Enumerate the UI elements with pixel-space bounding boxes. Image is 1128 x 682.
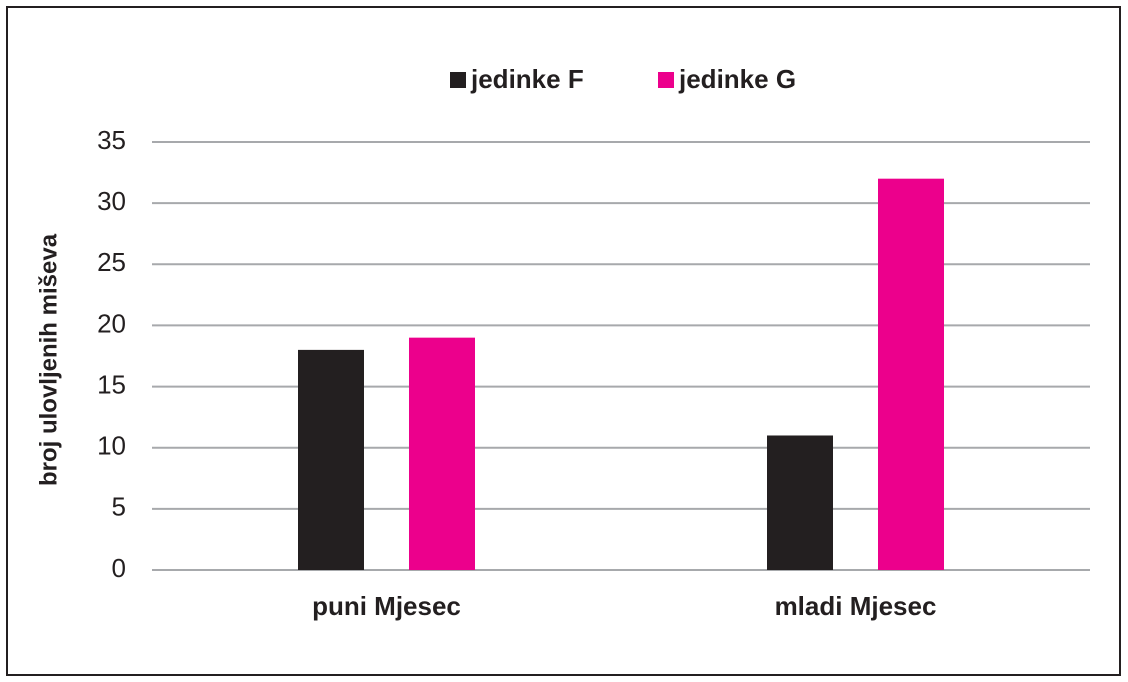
y-tick-label: 35 <box>97 125 126 155</box>
bar <box>878 178 944 570</box>
y-axis-label: broj ulovljenih miševa <box>35 233 62 486</box>
legend-swatch <box>658 72 674 88</box>
y-tick-label: 30 <box>97 186 126 216</box>
bar <box>298 349 364 570</box>
frame <box>6 6 1121 676</box>
bar <box>409 337 475 570</box>
y-tick-label: 0 <box>112 553 126 583</box>
legend-label: jedinke G <box>678 64 796 94</box>
y-tick-label: 10 <box>97 431 126 461</box>
y-tick-label: 20 <box>97 308 126 338</box>
y-tick-label: 25 <box>97 247 126 277</box>
bar <box>767 435 833 570</box>
x-tick-label: mladi Mjesec <box>775 591 937 621</box>
legend-swatch <box>450 72 466 88</box>
y-tick-label: 15 <box>97 369 126 399</box>
legend-label: jedinke F <box>470 64 584 94</box>
y-tick-label: 5 <box>112 492 126 522</box>
x-tick-label: puni Mjesec <box>312 591 461 621</box>
